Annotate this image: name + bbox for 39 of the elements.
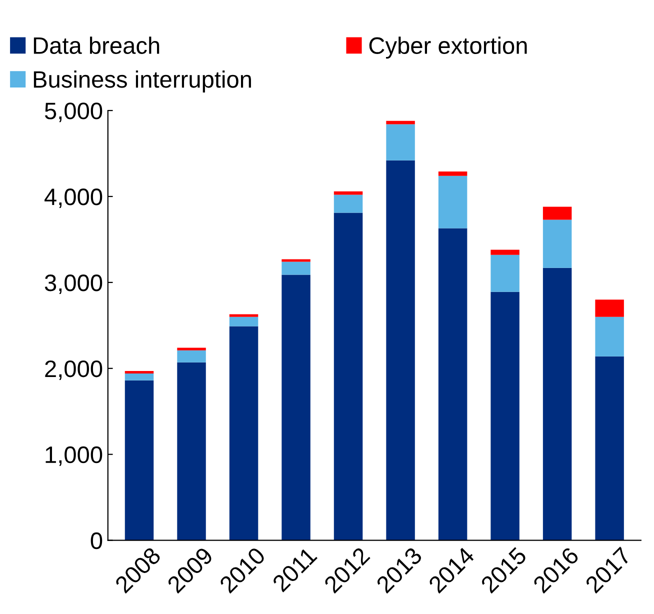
bar	[490, 250, 520, 255]
bar	[490, 292, 520, 540]
bar	[438, 228, 468, 540]
bar	[438, 176, 468, 228]
bar	[124, 370, 154, 374]
bar	[438, 172, 468, 176]
y-tick-label: 2,000	[45, 360, 102, 380]
bar	[386, 160, 415, 540]
bar	[595, 356, 624, 540]
bar	[595, 316, 624, 356]
legend-label: Business interruption	[34, 70, 251, 92]
bar	[177, 350, 206, 362]
bar	[229, 326, 258, 540]
bar	[542, 220, 572, 268]
y-tick-label: 4,000	[44, 188, 102, 208]
bar	[595, 300, 624, 317]
legend-label: Data breach	[34, 36, 160, 54]
bar	[282, 259, 310, 262]
bar	[124, 374, 154, 380]
bar	[386, 120, 415, 124]
bar	[282, 274, 310, 540]
bar	[177, 362, 206, 540]
bar	[229, 316, 258, 326]
bar	[490, 254, 520, 292]
bar	[124, 380, 154, 540]
bar	[542, 206, 572, 220]
bar	[334, 194, 363, 213]
y-tick-label: 1,000	[46, 446, 102, 466]
y-tick-label: 3,000	[44, 274, 102, 294]
bar	[386, 124, 415, 160]
bar	[542, 268, 572, 540]
bar	[282, 262, 310, 275]
bar	[334, 212, 363, 540]
y-tick-label: 5,000	[44, 102, 102, 122]
y-tick-label: 0	[90, 532, 102, 550]
legend-label: Cyber extortion	[369, 36, 527, 59]
bar	[177, 348, 206, 350]
bar	[229, 314, 258, 317]
bar	[334, 191, 363, 195]
